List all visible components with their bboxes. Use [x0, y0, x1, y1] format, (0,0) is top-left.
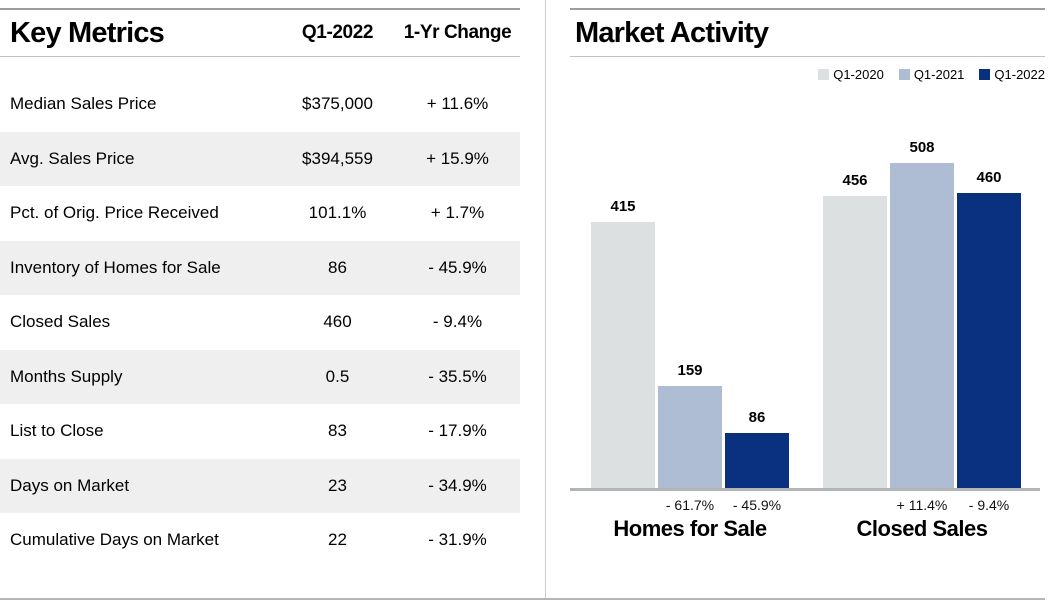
category-label: Homes for Sale	[613, 516, 767, 541]
metric-label: Cumulative Days on Market	[10, 530, 219, 550]
metric-value: $375,000	[302, 94, 373, 114]
metric-change: - 34.9%	[428, 475, 487, 495]
bar-q1-2022	[725, 433, 789, 488]
bar-q1-2020	[823, 196, 887, 488]
bar-column: 508	[890, 139, 954, 488]
x-axis-line	[570, 488, 1040, 491]
bar-column: 456	[823, 172, 887, 488]
legend-swatch-icon	[818, 68, 830, 80]
table-row: Months Supply 0.5 - 35.5%	[0, 349, 520, 404]
bar-q1-2020	[591, 222, 655, 488]
bar-column: 86	[725, 409, 789, 488]
top-rule-right	[570, 8, 1045, 10]
header-underline-left	[0, 56, 520, 57]
metric-change: - 17.9%	[428, 421, 487, 441]
change-label: + 11.4%	[896, 497, 948, 513]
market-activity-panel: Market Activity Q1-2020 Q1-2021 Q1-2022 41…	[570, 0, 1060, 600]
metric-change: - 9.4%	[432, 312, 483, 332]
table-row: Pct. of Orig. Price Received 101.1% + 1.7%	[0, 186, 520, 241]
change-label: - 61.7%	[665, 497, 715, 513]
category-label: Closed Sales	[856, 516, 988, 541]
metric-label: Median Sales Price	[10, 94, 157, 114]
key-metrics-panel: Key Metrics Q1-2022 1-Yr Change Median S…	[0, 0, 530, 600]
bar-q1-2021	[658, 386, 722, 488]
metric-label: Months Supply	[10, 366, 123, 386]
report-page: Key Metrics Q1-2022 1-Yr Change Median S…	[0, 0, 1060, 600]
bar-column: 415	[591, 198, 655, 488]
key-metrics-title: Key Metrics	[10, 16, 165, 49]
metric-change: - 31.9%	[428, 530, 487, 550]
metric-value: 23	[328, 475, 347, 495]
table-row: Cumulative Days on Market 22 - 31.9%	[0, 513, 520, 568]
market-activity-title: Market Activity	[575, 16, 769, 49]
legend-label: Q1-2020	[833, 66, 884, 82]
metric-change: - 35.5%	[428, 366, 487, 386]
bar-value-label: 508	[909, 139, 935, 156]
bar-q1-2021	[890, 163, 954, 488]
legend-item: Q1-2020	[818, 67, 884, 82]
bar-q1-2022	[957, 193, 1021, 488]
metric-label: Avg. Sales Price	[10, 148, 135, 168]
bar-group: 415 159 86	[591, 198, 789, 488]
metric-label: Closed Sales	[10, 312, 111, 332]
metric-value: $394,559	[302, 148, 373, 168]
metric-value: 0.5	[325, 366, 350, 386]
table-row: Median Sales Price $375,000 + 11.6%	[0, 77, 520, 132]
metric-value: 83	[328, 421, 347, 441]
bottom-rule	[0, 598, 1045, 600]
bar-value-label: 415	[610, 198, 636, 215]
bar-value-label: 456	[842, 172, 868, 189]
change-label: - 45.9%	[732, 497, 782, 513]
metric-label: List to Close	[10, 421, 104, 441]
change-labels-row: - 61.7% - 45.9% + 11.4% - 9.4%	[570, 497, 1045, 513]
metric-value: 86	[328, 257, 347, 277]
metric-value: 460	[323, 312, 352, 332]
category-labels-row: Homes for Sale Closed Sales	[570, 516, 1045, 542]
legend-swatch-icon	[898, 68, 910, 80]
metric-label: Inventory of Homes for Sale	[10, 257, 221, 277]
legend-label: Q1-2021	[913, 66, 965, 82]
change-row: + 11.4% - 9.4%	[823, 497, 1021, 513]
chart-plot-area: 415 159 86 456 508 460	[570, 139, 1045, 488]
bar-column: 460	[957, 169, 1021, 488]
table-row: Inventory of Homes for Sale 86 - 45.9%	[0, 240, 520, 295]
legend-item: Q1-2021	[898, 66, 965, 82]
market-activity-header: Market Activity	[570, 10, 1060, 56]
bar-column: 159	[658, 362, 722, 488]
metric-value: 101.1%	[308, 203, 367, 223]
metric-change: + 15.9%	[426, 148, 489, 168]
table-row: Avg. Sales Price $394,559 + 15.9%	[0, 131, 520, 186]
legend-swatch-icon	[979, 68, 991, 80]
bar-value-label: 460	[976, 169, 1002, 186]
panel-divider	[545, 0, 546, 600]
table-row: Closed Sales 460 - 9.4%	[0, 295, 520, 350]
bar-value-label: 159	[677, 362, 703, 379]
table-row: List to Close 83 - 17.9%	[0, 404, 520, 459]
change-label: - 9.4%	[968, 497, 1010, 513]
top-rule-left	[0, 8, 520, 10]
table-row: Days on Market 23 - 34.9%	[0, 458, 520, 513]
legend-label: Q1-2022	[994, 66, 1045, 82]
bar-group: 456 508 460	[823, 139, 1021, 488]
column-header-q1-2022: Q1-2022	[301, 22, 374, 43]
key-metrics-table: Median Sales Price $375,000 + 11.6% Avg. Sa…	[0, 77, 520, 568]
chart-legend: Q1-2020 Q1-2021 Q1-2022	[570, 66, 1045, 82]
change-label	[591, 497, 655, 513]
metric-label: Pct. of Orig. Price Received	[10, 203, 219, 223]
bar-chart: 415 159 86 456 508 460 - 61.7% - 45.9% + 11.4% -…	[570, 139, 1045, 542]
legend-item: Q1-2022	[979, 67, 1045, 82]
metric-change: - 45.9%	[428, 257, 487, 277]
header-underline-right	[570, 56, 1045, 57]
change-row: - 61.7% - 45.9%	[591, 497, 789, 513]
metric-value: 22	[328, 530, 347, 550]
bar-value-label: 86	[748, 409, 766, 426]
metric-label: Days on Market	[10, 475, 130, 495]
metric-change: + 11.6%	[426, 94, 489, 114]
change-label	[823, 497, 887, 513]
column-header-1yr-change: 1-Yr Change	[403, 22, 512, 43]
key-metrics-header: Key Metrics Q1-2022 1-Yr Change	[0, 10, 520, 56]
metric-change: + 1.7%	[430, 203, 485, 223]
